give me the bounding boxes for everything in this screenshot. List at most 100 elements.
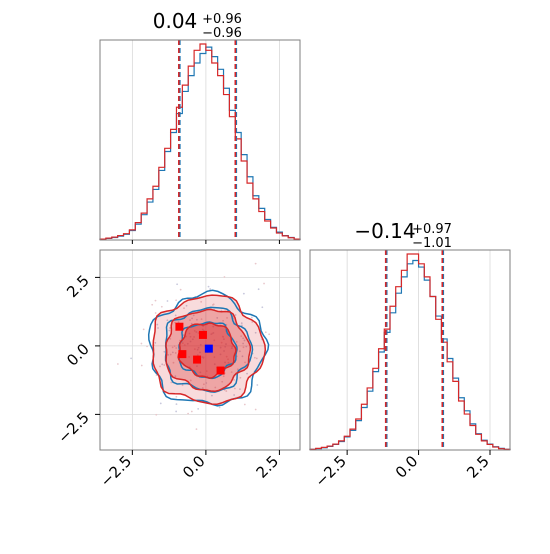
joint-scatter-point	[140, 342, 143, 345]
joint-scatter-point	[242, 346, 245, 349]
joint-scatter-point	[174, 375, 177, 378]
param2-frame	[309, 249, 511, 451]
joint-scatter-point	[239, 388, 241, 391]
joint-scatter-point	[219, 353, 222, 356]
joint-scatter-point	[233, 379, 236, 381]
joint-scatter-point	[188, 356, 191, 358]
joint-scatter-point	[181, 342, 184, 345]
joint-scatter-point	[230, 371, 233, 373]
joint-scatter-point	[261, 306, 264, 309]
joint-scatter-point	[224, 361, 226, 364]
joint-scatter-point	[182, 334, 185, 337]
joint-scatter-point	[225, 355, 228, 358]
joint-scatter-point	[196, 318, 198, 321]
joint-scatter-point	[189, 379, 192, 382]
joint-scatter-point	[209, 288, 212, 290]
joint-scatter-point	[163, 350, 166, 353]
joint-scatter-point	[242, 342, 244, 345]
joint-scatter-point	[199, 343, 202, 346]
joint-scatter-point	[177, 321, 180, 324]
joint-scatter-point	[243, 339, 246, 342]
joint-scatter-point	[199, 351, 201, 354]
joint-scatter-point	[264, 331, 267, 334]
param1-hist-red	[99, 43, 301, 240]
joint-scatter-point	[155, 413, 158, 416]
joint-scatter-point	[197, 407, 200, 410]
joint-marker-red-4	[216, 366, 225, 375]
param1-title-plus: +0.96	[202, 12, 242, 27]
joint-scatter-point	[191, 338, 194, 341]
joint-scatter-point	[254, 331, 257, 334]
joint-scatter-point	[199, 371, 202, 374]
param1-hist-blue	[99, 46, 301, 240]
joint-scatter-point	[171, 351, 174, 354]
joint-scatter-point	[142, 328, 145, 331]
joint-scatter-point	[175, 403, 178, 405]
joint-scatter-point	[240, 322, 243, 325]
joint-scatter-point	[242, 292, 245, 295]
joint-scatter-point	[225, 390, 228, 392]
joint-scatter-point	[220, 341, 223, 344]
joint-scatter-point	[245, 345, 248, 348]
joint-scatter-point	[227, 361, 230, 364]
joint-scatter-point	[268, 333, 271, 336]
joint-scatter-point	[154, 312, 157, 314]
joint-scatter-point	[221, 380, 224, 383]
joint-scatter-point	[205, 382, 208, 384]
joint-scatter-point	[218, 406, 221, 409]
param2-xtick-label-2: 2.5	[463, 452, 493, 482]
joint-scatter-point	[200, 318, 203, 321]
joint-xtick-label-0: −2.5	[97, 452, 135, 490]
joint-scatter-point	[170, 381, 173, 384]
joint-scatter-point	[219, 346, 222, 349]
joint-scatter-point	[195, 428, 198, 431]
joint-marker-red-3	[193, 355, 202, 364]
joint-scatter-point	[244, 361, 246, 364]
joint-scatter-point	[253, 356, 256, 359]
param2-title-main: −0.14	[354, 219, 415, 243]
joint-scatter-point	[174, 314, 177, 317]
joint-scatter-point	[175, 395, 178, 398]
joint-scatter-point	[213, 356, 216, 359]
joint-scatter-point	[254, 262, 257, 265]
joint-scatter-point	[240, 335, 243, 338]
joint-scatter-point	[197, 346, 200, 349]
joint-scatter-point	[207, 285, 210, 288]
joint-scatter-point	[235, 340, 238, 343]
joint-scatter-point	[189, 340, 192, 343]
joint-scatter-point	[191, 317, 193, 320]
joint-scatter-point	[202, 356, 205, 359]
param2-title-plus: +0.97	[412, 222, 452, 237]
joint-scatter-point	[159, 365, 161, 368]
joint-scatter-point	[193, 336, 195, 338]
joint-contour-red-1	[165, 308, 252, 393]
joint-ytick-label-0: −2.5	[54, 408, 92, 446]
joint-xtick-label-2: 2.5	[253, 452, 283, 482]
joint-scatter-point	[216, 317, 219, 319]
joint-scatter-point	[154, 341, 157, 344]
joint-scatter-point	[193, 329, 196, 332]
joint-ytick-label-2: 2.5	[63, 271, 93, 301]
joint-ytick-label-1: 0.0	[63, 340, 93, 370]
joint-frame	[99, 249, 301, 451]
joint-scatter-point	[160, 305, 163, 308]
joint-scatter-point	[185, 304, 188, 307]
joint-scatter-point	[226, 317, 228, 319]
joint-scatter-point	[222, 319, 224, 322]
joint-scatter-point	[243, 403, 246, 406]
joint-scatter-point	[263, 282, 265, 285]
joint-scatter-point	[151, 303, 154, 306]
joint-scatter-point	[175, 410, 178, 413]
joint-scatter-point	[140, 364, 143, 367]
param1-frame	[99, 39, 301, 241]
joint-scatter-point	[202, 383, 205, 386]
joint-scatter-point	[205, 370, 208, 373]
joint-scatter-point	[157, 327, 159, 329]
joint-scatter-point	[254, 408, 257, 411]
joint-scatter-point	[167, 353, 170, 356]
joint-scatter-point	[186, 342, 189, 345]
joint-scatter-point	[169, 327, 171, 329]
joint-scatter-point	[187, 412, 189, 415]
